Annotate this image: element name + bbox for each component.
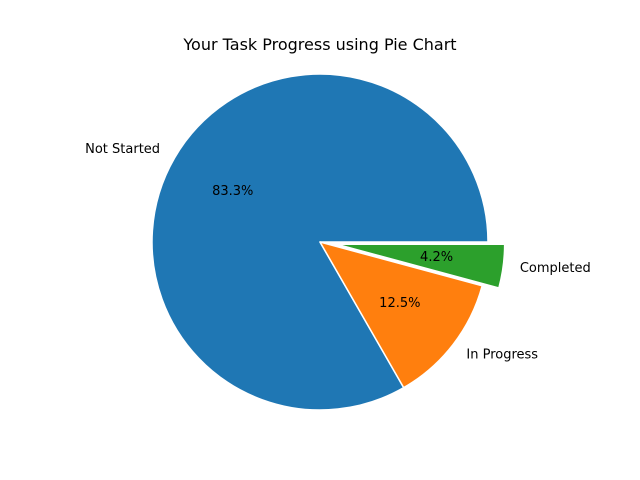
chart-title: Your Task Progress using Pie Chart — [182, 35, 456, 54]
slice-percent-not-started: 83.3% — [212, 184, 253, 199]
slice-percent-completed: 4.2% — [420, 250, 453, 265]
slice-percent-in-progress: 12.5% — [379, 296, 420, 311]
slice-label-completed: Completed — [520, 261, 591, 276]
pie-slice-completed — [335, 243, 506, 289]
pie-labels: Not Started 83.3% In Progress 12.5% Complete… — [85, 142, 591, 362]
slice-label-in-progress: In Progress — [466, 347, 538, 362]
slice-label-not-started: Not Started — [85, 142, 160, 157]
pie-slices — [151, 73, 506, 411]
pie-slice-in-progress — [319, 241, 483, 389]
